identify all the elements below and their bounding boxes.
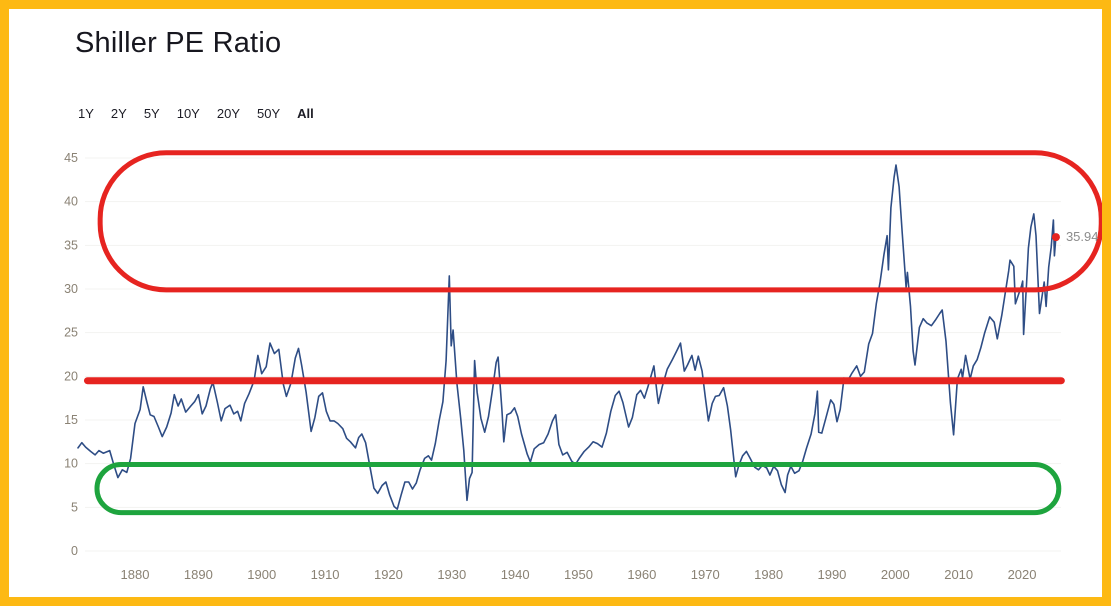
current-value-label: 35.94 [1066,229,1099,244]
y-tick-label: 10 [64,457,78,471]
y-tick-label: 25 [64,326,78,340]
range-selector: 1Y 2Y 5Y 10Y 20Y 50Y All [78,106,314,121]
x-tick-label: 1920 [374,567,403,582]
page-title: Shiller PE Ratio [75,27,282,59]
y-tick-label: 5 [71,500,78,514]
overvalued-zone-circle-annotation [97,150,1102,293]
x-tick-label: 1980 [754,567,783,582]
range-button-1y[interactable]: 1Y [78,106,94,121]
x-tick-label: 1930 [437,567,466,582]
x-tick-label: 1960 [627,567,656,582]
y-tick-label: 0 [71,544,78,558]
x-tick-label: 2000 [881,567,910,582]
y-tick-label: 40 [64,195,78,209]
shiller-pe-line [77,164,1057,510]
y-tick-label: 35 [64,238,78,252]
x-tick-label: 1890 [184,567,213,582]
y-tick-label: 30 [64,282,78,296]
y-tick-label: 15 [64,413,78,427]
x-tick-label: 2010 [944,567,973,582]
range-button-2y[interactable]: 2Y [110,106,127,121]
x-tick-label: 2020 [1008,567,1037,582]
x-tick-label: 1970 [691,567,720,582]
range-button-20y[interactable]: 20Y [216,106,240,121]
x-tick-label: 1990 [817,567,846,582]
x-tick-label: 1900 [247,567,276,582]
range-button-5y[interactable]: 5Y [143,106,160,121]
undervalued-zone-circle-annotation [94,462,1062,516]
x-tick-label: 1910 [311,567,340,582]
y-tick-label: 20 [64,369,78,383]
range-button-50y[interactable]: 50Y [257,106,281,121]
x-tick-label: 1940 [501,567,530,582]
y-tick-label: 45 [64,151,78,165]
range-button-all[interactable]: All [297,106,314,121]
x-tick-label: 1880 [121,567,150,582]
shiller-pe-chart: 0 5 10 15 20 25 30 35 40 45 1880 1890 1900 1910 1920 19… [64,150,1102,582]
range-button-10y[interactable]: 10Y [176,106,200,121]
x-tick-label: 1950 [564,567,593,582]
current-value-dot [1051,233,1060,242]
